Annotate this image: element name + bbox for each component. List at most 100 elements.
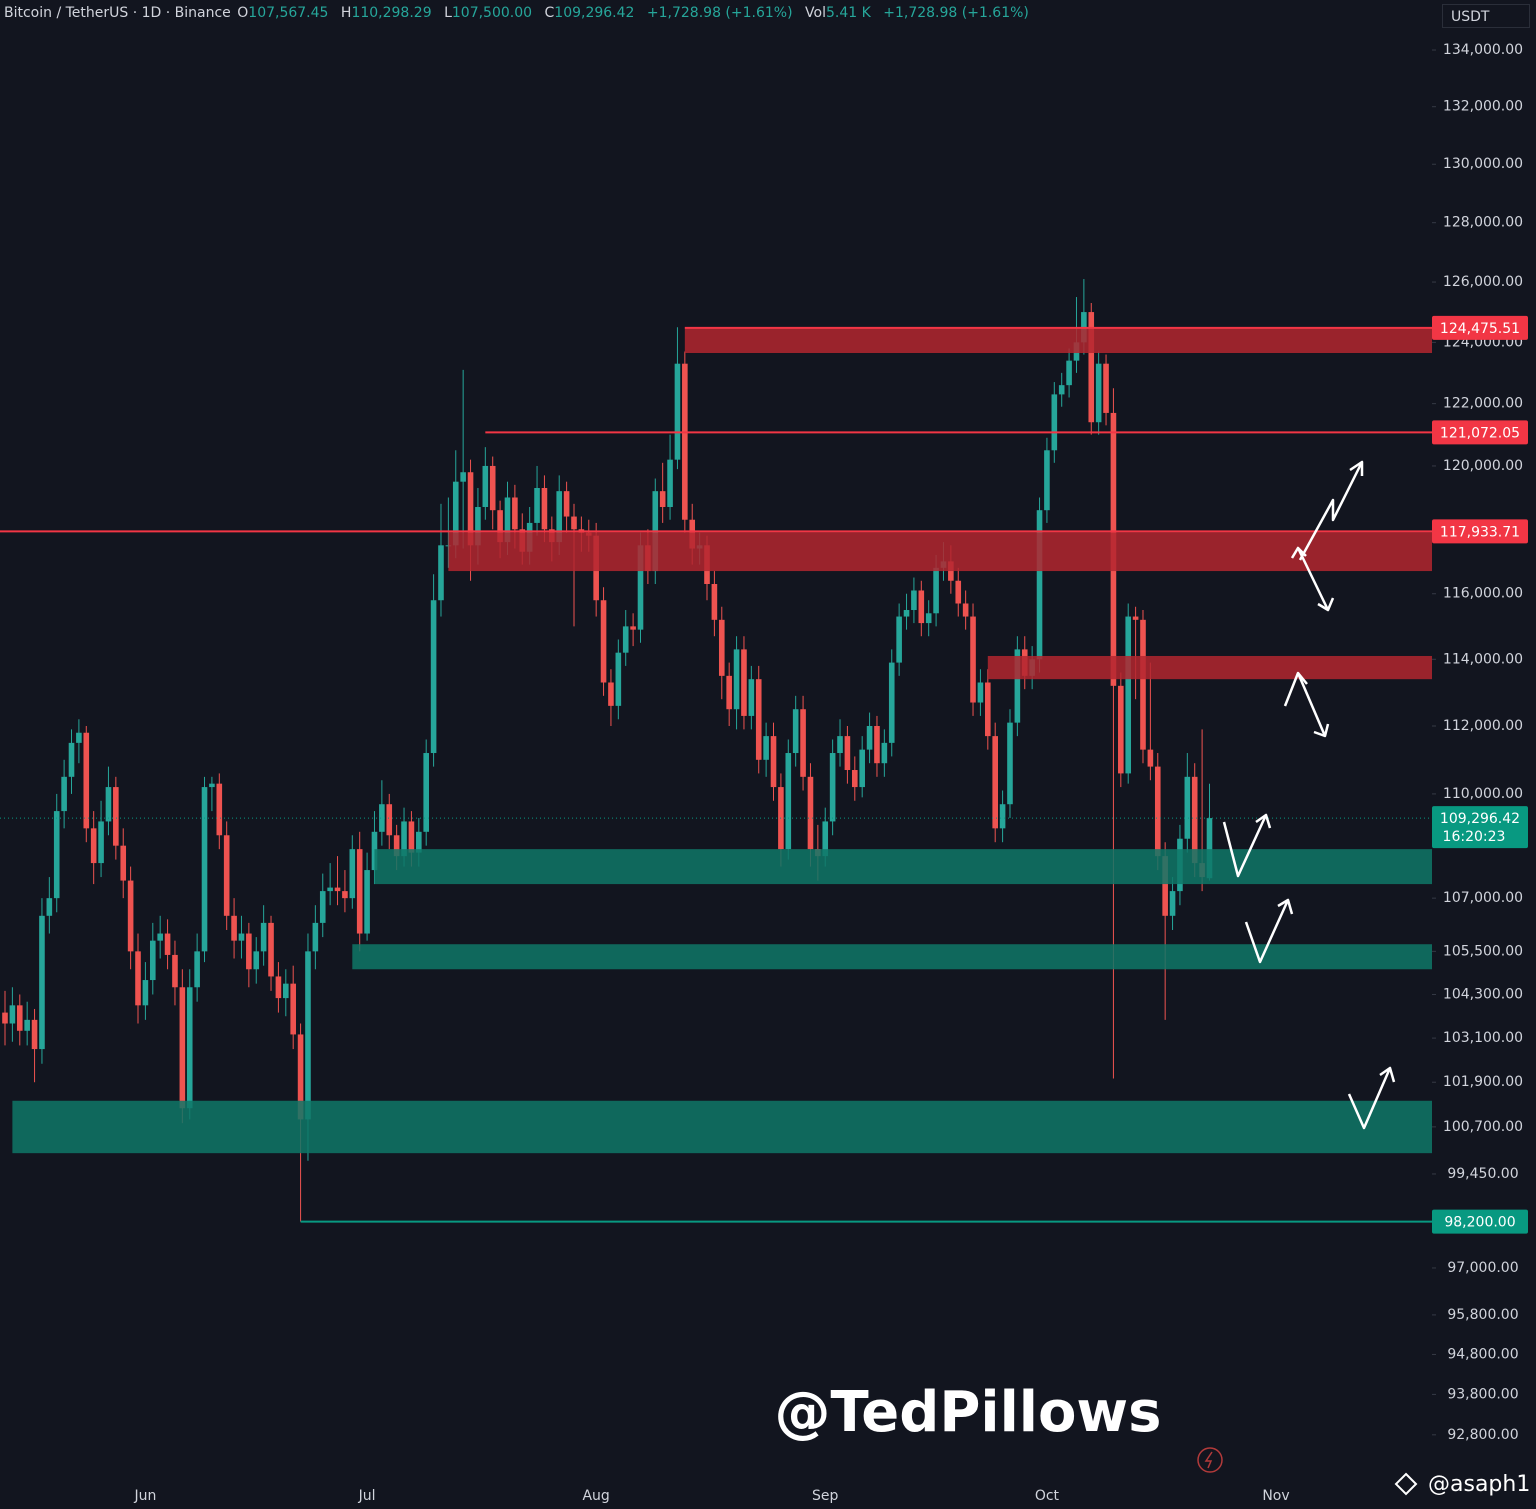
y-tick-label: 134,000.00 (1443, 42, 1523, 58)
candle-body (1132, 616, 1139, 620)
arrow-head (1317, 597, 1335, 612)
candle-body (637, 545, 644, 630)
x-tick-label: Aug (582, 1488, 609, 1504)
candle-body (312, 922, 319, 952)
candle-body (1125, 616, 1132, 774)
candle-body (1191, 776, 1198, 864)
candle-body (1095, 363, 1102, 423)
y-tick-label: 94,800.00 (1447, 1346, 1518, 1362)
candle-body (135, 951, 141, 1006)
volume-label: Vol (805, 5, 826, 21)
price-label-box (1432, 519, 1528, 544)
candle-body (911, 590, 917, 611)
candle-body (149, 940, 156, 981)
candle-body (807, 776, 814, 850)
candle-body (172, 954, 178, 988)
candle-body (1147, 749, 1154, 767)
candle-body (1036, 510, 1043, 660)
price-axis-bg (1432, 0, 1536, 1509)
y-tick-label: 114,000.00 (1443, 651, 1523, 667)
y-tick-label: 101,900.00 (1443, 1074, 1523, 1090)
arrow-head (1379, 1066, 1396, 1083)
candle-body (970, 616, 976, 703)
zone (987, 655, 1432, 680)
v-arrow (1222, 814, 1268, 878)
candle-body (31, 1019, 38, 1050)
candle-body (800, 709, 806, 777)
candle-body (445, 545, 452, 547)
candle-body (1206, 818, 1213, 879)
candle-body (785, 753, 792, 850)
high-value: 110,298.29 (351, 5, 432, 21)
candle-body (556, 491, 563, 543)
candle-body (925, 613, 932, 624)
candle-body (164, 933, 171, 955)
y-tick-label: 93,800.00 (1447, 1386, 1518, 1402)
candle-body (460, 472, 466, 482)
candle-body (755, 679, 762, 760)
candle-body (881, 742, 888, 764)
candle-body (615, 652, 622, 706)
arrow-head (1277, 898, 1294, 915)
candle-body (334, 887, 341, 892)
arrow-head (1255, 813, 1272, 829)
close-label: C (544, 5, 555, 21)
price-label-box (1432, 420, 1528, 445)
candle-body (231, 915, 237, 941)
candle-body (90, 828, 97, 864)
candle-body (829, 753, 836, 822)
price-label: 98,200.00 (1444, 1215, 1515, 1231)
candle-body (918, 590, 925, 624)
credit: @asaph1 (1428, 1472, 1530, 1497)
candle-body (386, 804, 393, 836)
candle-body (1103, 363, 1109, 413)
candle-body (1088, 312, 1095, 423)
volume-value: 5.41 K (825, 5, 871, 21)
candle-body (223, 835, 230, 916)
y-tick-label: 128,000.00 (1443, 215, 1523, 231)
change: +1,728.98 (+1.61%) (646, 5, 793, 21)
zone (352, 944, 1433, 970)
candle-body (541, 488, 548, 530)
candle-body (1058, 385, 1065, 395)
double-arrow (1296, 547, 1330, 611)
candle-body (1154, 766, 1161, 857)
currency-button[interactable]: USDT (1442, 4, 1530, 28)
volume-change: +1,728.98 (+1.61%) (883, 5, 1029, 21)
zone (448, 532, 1433, 572)
icon-bolt (1204, 1451, 1213, 1469)
candle-body (209, 783, 215, 788)
price-label: 117,933.71 (1440, 524, 1520, 540)
candle-body (482, 465, 489, 508)
open-label: O (237, 5, 249, 21)
candle-body (763, 736, 769, 760)
y-tick-label: 116,000.00 (1443, 586, 1523, 602)
y-tick-label: 105,500.00 (1443, 943, 1523, 959)
candle-body (142, 980, 149, 1006)
candle-body (275, 976, 282, 999)
candle-body (76, 732, 82, 743)
candle-body (268, 922, 274, 977)
close-value: 109,296.42 (554, 5, 635, 21)
candle-body (467, 472, 474, 546)
candle-body (46, 898, 53, 916)
candle-body (105, 787, 112, 822)
y-tick-label: 104,300.00 (1443, 986, 1523, 1002)
open-value: 107,567.45 (248, 5, 329, 21)
candle-body (1066, 360, 1072, 386)
watermark: @TedPillows (775, 1380, 1162, 1445)
v-arrow (1244, 899, 1290, 964)
candle-body (866, 726, 873, 750)
replay-icon[interactable] (1197, 1447, 1223, 1473)
candle-body (659, 491, 666, 508)
candle-body (1162, 856, 1168, 916)
y-tick-label: 100,700.00 (1443, 1119, 1523, 1135)
candle-body (837, 736, 843, 754)
candle-body (2, 1012, 8, 1024)
x-tick-label: Sep (812, 1488, 839, 1504)
y-tick-label: 112,000.00 (1443, 718, 1523, 734)
candle-body (608, 682, 614, 706)
symbol[interactable]: Bitcoin / TetherUS · 1D · Binance (4, 5, 231, 21)
candle-body (1014, 649, 1021, 723)
